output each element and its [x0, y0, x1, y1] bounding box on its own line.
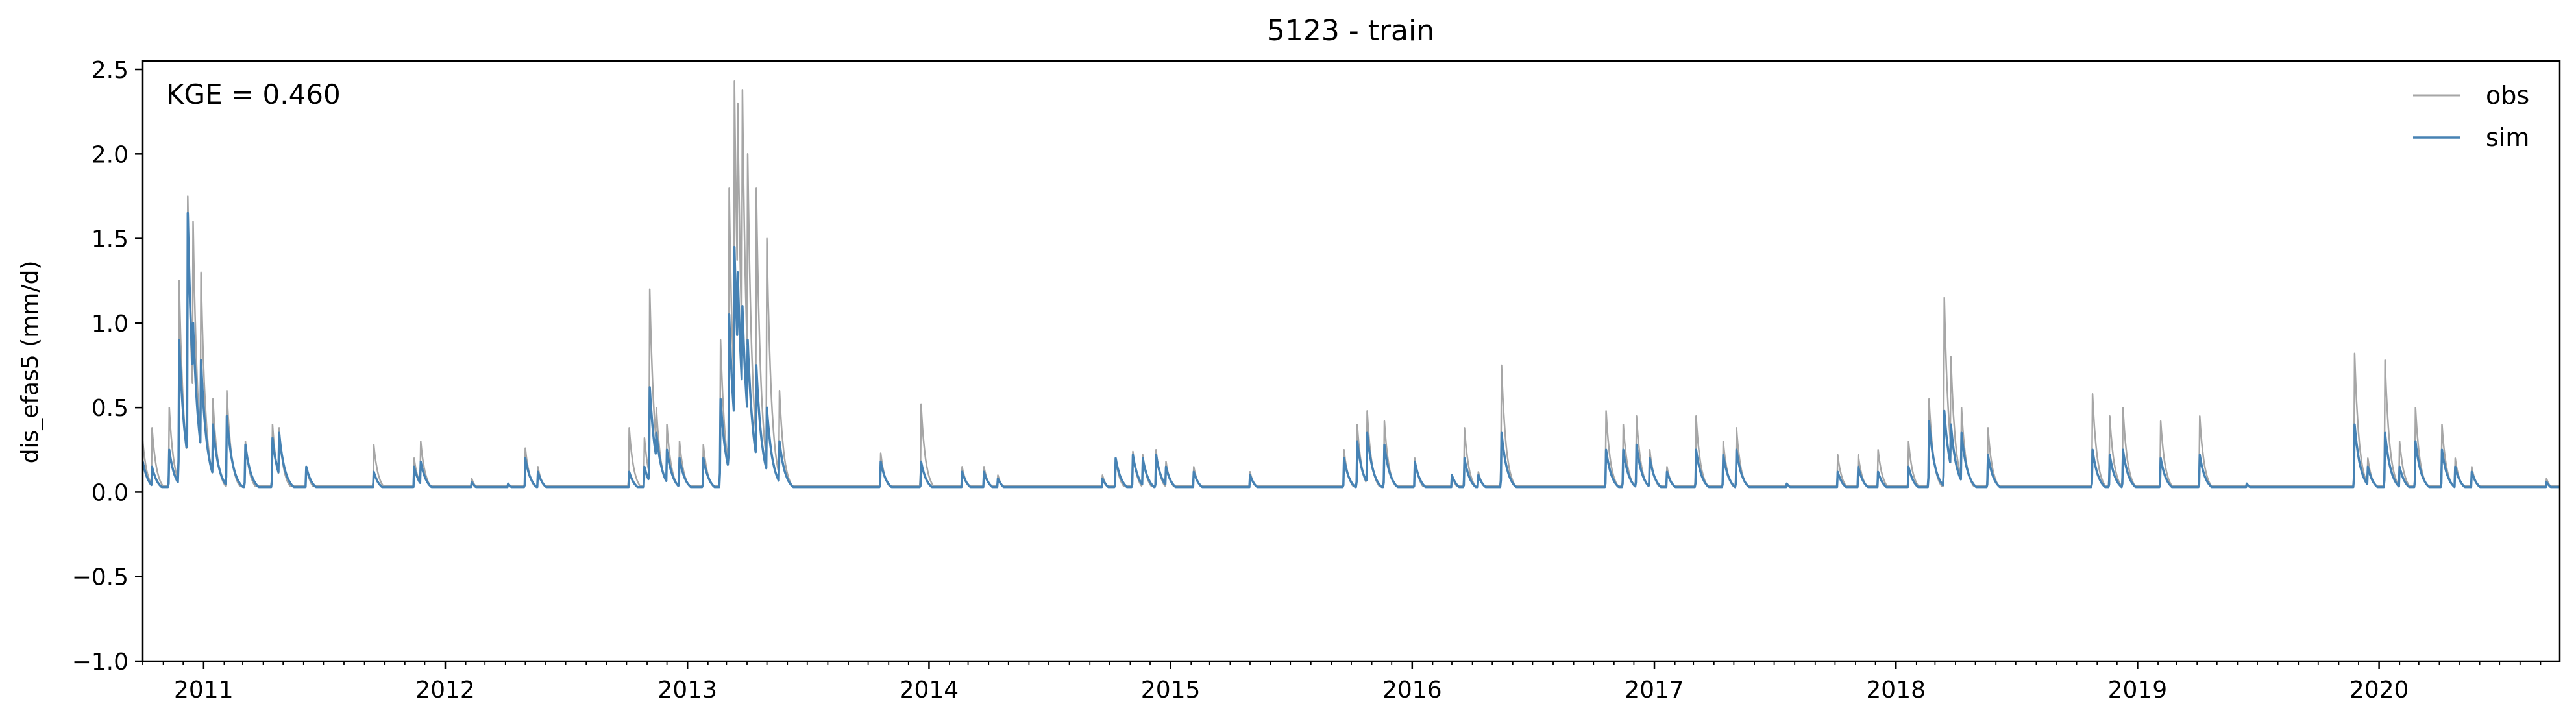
series-line-obs: [143, 80, 2560, 487]
legend-label-sim: sim: [2486, 123, 2529, 152]
x-tick-label: 2016: [1382, 677, 1442, 703]
x-tick-label: 2014: [900, 677, 959, 703]
x-tick-label: 2012: [415, 677, 475, 703]
x-axis-ticks: 2011 2012 2013 2014 2015 2016 2017 2018 2019 2020: [142, 661, 2542, 703]
plot-series-group: [143, 80, 2560, 489]
y-axis-label: dis_efas5 (mm/d): [17, 261, 43, 464]
x-tick-label: 2020: [2349, 677, 2409, 703]
y-tick-label: 0.0: [92, 479, 129, 506]
series-line-sim: [143, 212, 2560, 489]
legend-label-obs: obs: [2486, 81, 2529, 110]
x-tick-label: 2018: [1866, 677, 1926, 703]
x-tick-label: 2019: [2108, 677, 2168, 703]
x-tick-label: 2011: [174, 677, 234, 703]
y-tick-label: 1.0: [92, 311, 129, 337]
x-tick-label: 2015: [1141, 677, 1201, 703]
chart-title: 5123 - train: [1267, 14, 1434, 47]
kge-annotation: KGE = 0.460: [166, 79, 341, 110]
plot-frame: [141, 60, 2561, 662]
x-tick-label: 2017: [1625, 677, 1684, 703]
y-tick-label: 0.5: [92, 395, 129, 422]
y-tick-label: 1.5: [92, 226, 129, 253]
y-tick-label: −1.0: [72, 649, 129, 675]
y-tick-label: 2.5: [92, 57, 129, 84]
y-axis-ticks: −1.0 −0.5 0.0 0.5 1.0 1.5 2.0 2.5: [72, 57, 143, 675]
y-tick-label: −0.5: [72, 564, 129, 591]
y-tick-label: 2.0: [92, 141, 129, 168]
legend: obs sim: [2413, 81, 2529, 152]
x-tick-label: 2013: [657, 677, 717, 703]
